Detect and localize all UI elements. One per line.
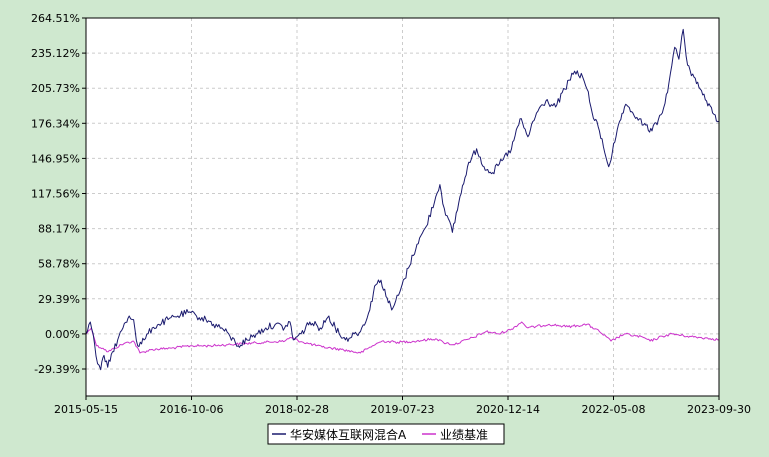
x-tick-label: 2023-09-30 <box>687 403 751 416</box>
x-axis: 2015-05-15 2016-10-06 2018-02-28 2019-07-23… <box>54 396 751 416</box>
x-tick-label: 2016-10-06 <box>160 403 224 416</box>
y-tick-label: 176.34% <box>31 117 80 130</box>
legend-label: 业绩基准 <box>440 428 488 442</box>
y-tick-label: 117.56% <box>31 187 80 200</box>
y-tick-label: 88.17% <box>38 223 80 236</box>
y-axis: -29.39% 0.00% 29.39% 58.78% 88.17% 117.56% 146… <box>31 12 86 376</box>
x-tick-label: 2020-12-14 <box>476 403 540 416</box>
legend-box <box>267 423 505 445</box>
y-tick-label: 29.39% <box>38 293 80 306</box>
y-tick-label: 0.00% <box>45 328 80 341</box>
x-tick-label: 2022-05-08 <box>582 403 646 416</box>
y-tick-label: 205.73% <box>31 82 80 95</box>
x-tick-label: 2018-02-28 <box>265 403 329 416</box>
plot-border <box>85 17 720 397</box>
legend: 华安媒体互联网混合A 业绩基准 <box>267 423 505 445</box>
series-line-fund <box>85 28 720 371</box>
series-lines <box>85 28 720 371</box>
y-tick-label: 146.95% <box>31 152 80 165</box>
series-line-benchmark <box>85 321 719 354</box>
y-tick-label: 235.12% <box>31 47 80 60</box>
y-tick-label: 264.51% <box>31 12 80 25</box>
x-tick-label: 2015-05-15 <box>54 403 118 416</box>
x-tick-label: 2019-07-23 <box>371 403 435 416</box>
y-tick-label: -29.39% <box>34 363 80 376</box>
legend-label: 华安媒体互联网混合A <box>290 427 407 442</box>
y-tick-label: 58.78% <box>38 258 80 271</box>
